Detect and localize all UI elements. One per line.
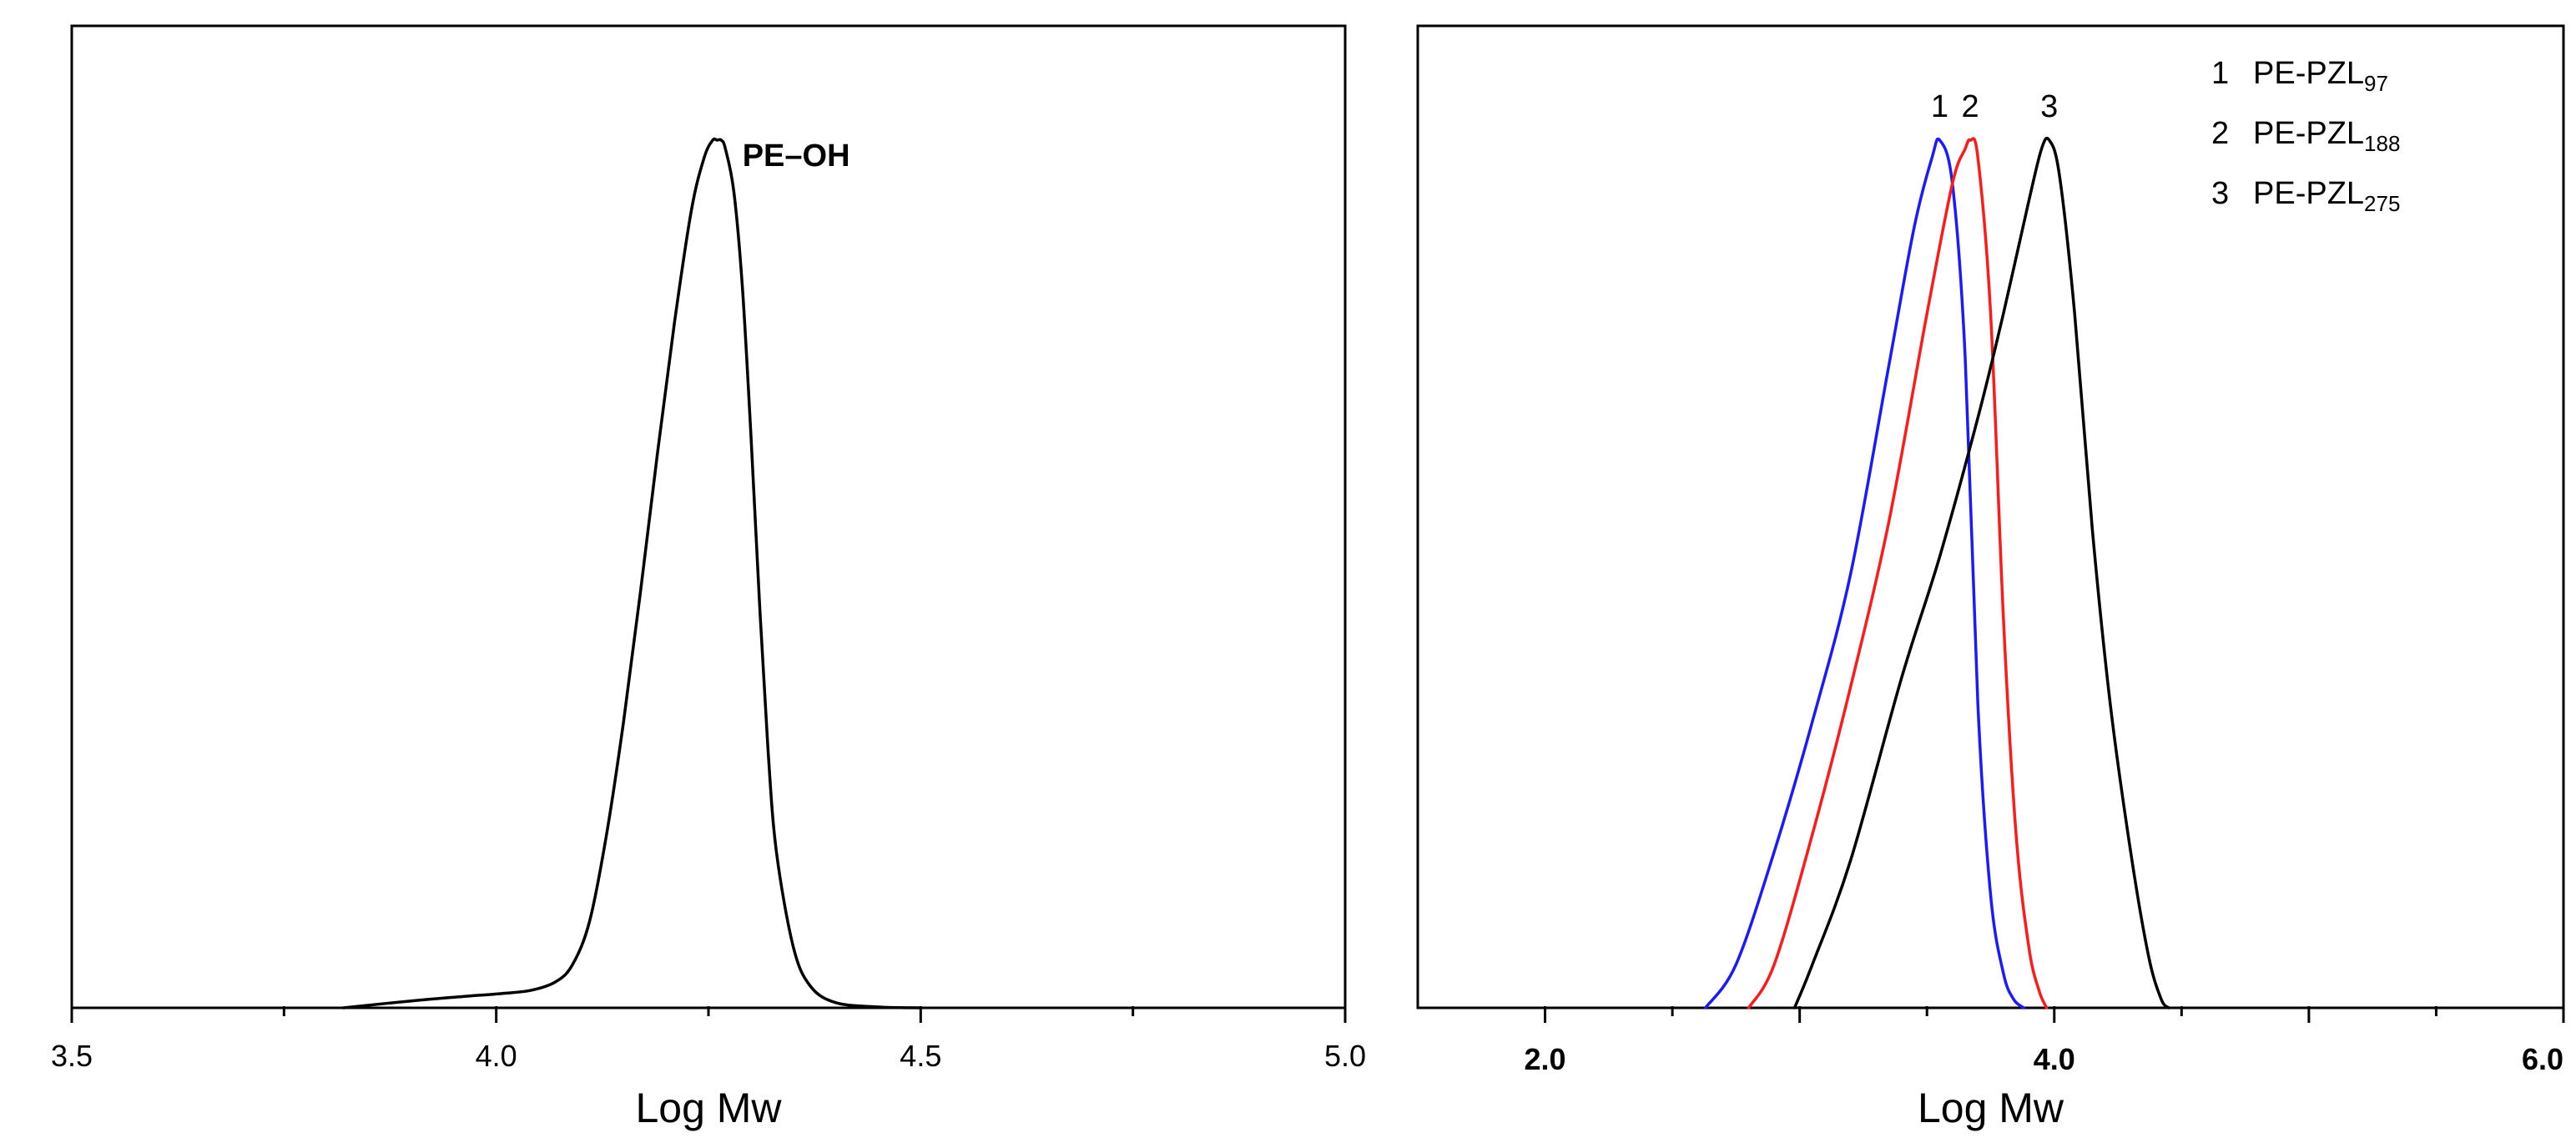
right-series-curve-2 xyxy=(1747,137,2049,1010)
right-series-curve-1 xyxy=(1704,137,2025,1010)
left-tick-label: 5.0 xyxy=(1324,1039,1366,1073)
legend-entry-number: 3 xyxy=(2211,176,2229,211)
legend-entry-subscript: 188 xyxy=(2364,131,2400,156)
left-tick-label: 3.5 xyxy=(51,1039,93,1073)
legend-entry-label: PE-PZL97 xyxy=(2253,56,2388,96)
legend-entry-label: PE-PZL188 xyxy=(2253,116,2400,156)
left-series-curve-pe-oh xyxy=(341,137,923,1010)
left-peak-annotation: PE–OH xyxy=(743,138,850,174)
legend-entry-subscript: 275 xyxy=(2364,191,2400,216)
right-x-axis-title: Log Mw xyxy=(1918,1085,2064,1131)
left-tick-label: 4.0 xyxy=(476,1039,517,1073)
left-tick-label: 4.5 xyxy=(900,1039,941,1073)
legend-entry-subscript: 97 xyxy=(2364,71,2388,96)
right-plot-frame xyxy=(1416,24,2565,1010)
right-peak-number-label: 2 xyxy=(1962,89,1979,124)
legend-entry-number: 2 xyxy=(2211,116,2229,151)
right-peak-number-label: 1 xyxy=(1931,89,1948,124)
legend-entry-number: 1 xyxy=(2211,56,2229,91)
left-plot-frame xyxy=(70,24,1347,1010)
right-tick-label: 4.0 xyxy=(2034,1042,2075,1076)
right-tick-label: 2.0 xyxy=(1525,1042,1566,1076)
right-peak-number-label: 3 xyxy=(2040,89,2058,124)
right-series-curve-3 xyxy=(1792,136,2170,1010)
legend-entry-label: PE-PZL275 xyxy=(2253,176,2400,216)
right-tick-label: 6.0 xyxy=(2522,1042,2563,1076)
right-legend: 1 PE-PZL97 2 PE-PZL188 3 PE-PZL275 xyxy=(2211,56,2400,216)
left-x-axis-title: Log Mw xyxy=(635,1085,782,1131)
chart-left-pe-oh: 3.5 4.0 4.5 5.0 Log Mw PE–OH xyxy=(51,24,1366,1131)
